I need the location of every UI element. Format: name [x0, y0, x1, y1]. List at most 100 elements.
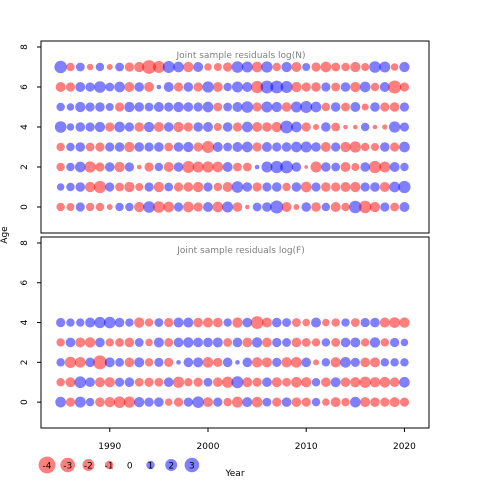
y-tick-label: 2 — [20, 359, 30, 365]
residual-bubble — [173, 182, 184, 192]
residual-bubble — [113, 396, 126, 408]
residual-bubble — [231, 181, 244, 193]
residual-bubble — [369, 337, 381, 348]
residual-bubble — [223, 82, 232, 92]
residual-bubble — [390, 63, 399, 71]
residual-bubble — [232, 122, 243, 132]
x-tick-label: 2010 — [295, 442, 318, 452]
residual-bubble — [281, 142, 292, 152]
residual-bubble — [65, 397, 76, 407]
residual-bubble — [124, 141, 135, 153]
residual-bubble — [154, 377, 164, 387]
residual-bubble — [75, 101, 86, 113]
residual-bubble — [350, 102, 361, 112]
residual-bubble — [370, 397, 380, 407]
legend-bubble — [82, 459, 95, 471]
residual-bubble — [270, 160, 283, 174]
legend-bubble — [146, 460, 155, 470]
residual-bubble — [105, 82, 115, 92]
residual-bubble — [272, 357, 282, 367]
residual-bubble — [183, 397, 193, 407]
x-axis-label: Year — [224, 469, 244, 479]
residual-bubble — [231, 61, 244, 73]
residual-bubble — [293, 204, 300, 210]
residual-bubble — [221, 376, 234, 388]
residual-bubble — [399, 202, 410, 212]
residual-bubble — [193, 62, 204, 72]
residual-bubble — [74, 376, 87, 389]
residual-bubble — [398, 180, 411, 194]
residual-bubble — [281, 202, 292, 212]
residual-bubble — [313, 124, 320, 130]
residual-bubble — [280, 120, 293, 134]
residual-bubble — [222, 182, 233, 192]
residual-bubble — [251, 357, 263, 368]
residual-bubble — [272, 397, 282, 407]
residual-bubble — [66, 203, 75, 211]
residual-bubble — [322, 398, 330, 406]
residual-bubble — [281, 102, 292, 112]
residual-bubble — [282, 318, 291, 327]
residual-bubble — [311, 317, 322, 328]
residual-bubble — [340, 182, 351, 192]
y-tick-label: 4 — [20, 319, 30, 325]
residual-bubble — [331, 82, 341, 92]
residual-bubble — [134, 142, 145, 152]
residual-bubble — [163, 377, 174, 388]
residual-bubble — [331, 162, 341, 172]
residual-bubble — [330, 102, 341, 112]
residual-bubble — [301, 122, 311, 132]
residual-bubble — [66, 142, 75, 152]
residual-bubble — [291, 337, 302, 348]
residual-bubble — [114, 81, 125, 93]
residual-bubble — [95, 62, 105, 72]
residual-bubble — [399, 82, 410, 92]
residual-bubble — [291, 121, 302, 133]
residual-bubble — [291, 318, 301, 327]
residual-bubble — [203, 397, 213, 408]
residual-bubble — [134, 396, 145, 408]
residual-bubble — [321, 122, 331, 132]
residual-bubble — [114, 102, 125, 112]
legend-label: 3 — [189, 462, 195, 472]
residual-bubble — [301, 338, 311, 347]
y-tick-label: 8 — [20, 240, 30, 246]
legend-label: -3 — [63, 462, 72, 472]
residual-bubble — [76, 318, 85, 327]
residual-bubble — [321, 338, 331, 347]
residual-bubble — [341, 102, 350, 112]
residual-bubble — [368, 160, 382, 174]
residual-bubble — [145, 338, 153, 347]
residual-bubble — [241, 141, 253, 153]
residual-bubble — [212, 142, 223, 152]
residual-bubble — [311, 397, 321, 407]
residual-bubble — [360, 338, 370, 347]
residual-bubble — [361, 103, 369, 111]
residual-bubble — [291, 182, 302, 192]
residual-bubble — [272, 62, 281, 72]
residual-bubble — [343, 124, 348, 130]
residual-bubble — [252, 142, 262, 152]
panel-title: Joint sample residuals log(N) — [175, 51, 305, 61]
residual-bubble — [85, 202, 95, 212]
residual-bubble — [182, 161, 195, 173]
residual-bubble — [330, 357, 341, 368]
residual-bubble — [250, 80, 264, 94]
residual-bubble — [280, 160, 293, 174]
residual-bubble — [202, 357, 214, 368]
residual-bubble — [360, 162, 370, 172]
residual-bubble — [271, 317, 282, 328]
residual-bubble — [369, 61, 381, 73]
residual-bubble — [55, 396, 66, 408]
residual-bubble — [244, 204, 250, 210]
residual-bubble — [361, 63, 370, 71]
residual-bubble — [136, 164, 142, 170]
residual-bubble — [85, 377, 95, 388]
residual-bubble — [291, 397, 302, 407]
residual-bubble — [114, 161, 125, 173]
residual-bubble — [164, 142, 174, 152]
residual-bubble — [242, 357, 253, 368]
residual-bubble — [350, 337, 361, 348]
residual-bubble — [124, 181, 135, 193]
residual-bubble — [310, 101, 322, 113]
